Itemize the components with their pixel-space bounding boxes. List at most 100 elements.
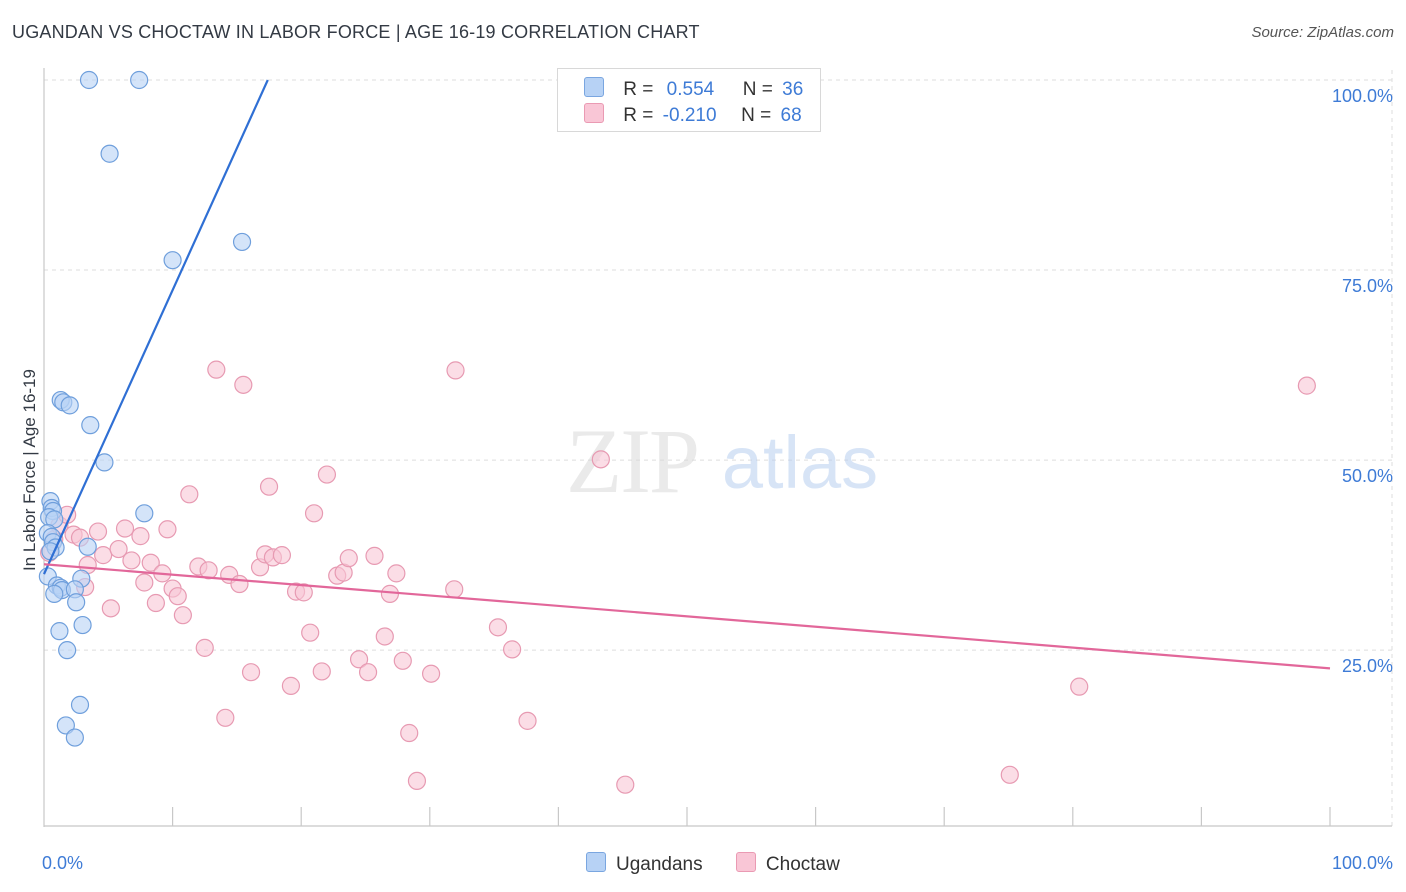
ugandans-point <box>58 641 77 660</box>
ugandans-point <box>100 144 119 163</box>
choctaw-point <box>1000 765 1019 784</box>
watermark-zip: ZIP <box>566 410 698 512</box>
choctaw-point <box>317 465 337 484</box>
choctaw-point <box>281 676 301 695</box>
choctaw-point <box>230 574 249 594</box>
choctaw-point <box>180 485 199 504</box>
legend-row-ugandans: R = 0.554 N = 36 <box>584 77 803 101</box>
watermark: ZIP atlas <box>566 410 878 512</box>
ugandans-points <box>38 70 252 747</box>
n-value: 36 <box>782 79 804 100</box>
n-label: N = <box>741 105 772 126</box>
trendlines <box>42 79 1331 670</box>
choctaw-point <box>234 375 253 394</box>
legend-label-choctaw: Choctaw <box>765 854 840 875</box>
choctaw-point <box>503 640 522 659</box>
choctaw-point <box>168 587 187 606</box>
choctaw-point <box>207 360 226 379</box>
x-tick-label: 0.0% <box>42 853 83 873</box>
choctaw-point <box>301 623 320 642</box>
series-legend: Ugandans Choctaw <box>586 852 868 876</box>
r-label: R = <box>623 105 654 126</box>
source-credit: Source: ZipAtlas.com <box>1251 24 1394 41</box>
ugandans-point <box>232 232 252 252</box>
axes <box>43 68 1392 827</box>
choctaw-points <box>40 360 1316 794</box>
choctaw-point <box>312 662 331 681</box>
correlation-legend: R = 0.554 N = 36 R = -0.210 N = 68 <box>557 68 821 132</box>
choctaw-point <box>115 519 135 538</box>
choctaw-point <box>135 573 154 592</box>
legend-row-choctaw: R = -0.210 N = 68 <box>584 103 802 127</box>
watermark-atlas: atlas <box>722 421 878 504</box>
ugandans-point <box>135 504 154 523</box>
r-value: -0.210 <box>662 105 717 126</box>
choctaw-point <box>339 549 358 568</box>
chart-title: UGANDAN VS CHOCTAW IN LABOR FORCE | AGE … <box>12 22 700 42</box>
choctaw-point <box>199 561 218 580</box>
choctaw-point <box>375 627 394 646</box>
blue-swatch-icon <box>586 852 606 872</box>
n-label: N = <box>742 79 773 100</box>
choctaw-point <box>272 546 292 565</box>
ugandans-point <box>78 537 97 556</box>
choctaw-point <box>349 650 369 669</box>
choctaw-point <box>158 520 177 539</box>
choctaw-point <box>1297 376 1316 395</box>
choctaw-point <box>365 546 384 565</box>
choctaw-point <box>294 583 313 602</box>
choctaw-point <box>259 477 279 496</box>
choctaw-point <box>393 651 412 670</box>
r-value: 0.554 <box>666 79 715 100</box>
choctaw-point <box>421 664 441 683</box>
pink-swatch-icon <box>735 852 756 872</box>
choctaw-point <box>446 361 465 380</box>
ugandans-point <box>81 416 100 435</box>
ugandans-point <box>79 70 99 90</box>
choctaw-point <box>141 553 160 572</box>
n-value: 68 <box>780 105 802 126</box>
choctaw-point <box>488 618 508 637</box>
ugandans-point <box>67 593 86 612</box>
choctaw-point <box>518 711 537 730</box>
choctaw-point <box>94 546 113 565</box>
choctaw-point <box>216 708 235 727</box>
ugandans-point <box>73 615 92 635</box>
ugandans-trendline <box>42 79 269 575</box>
tick-labels: 25.0% 50.0% 75.0% 100.0% 0.0% 100.0% <box>42 86 1393 873</box>
legend-item-choctaw[interactable]: Choctaw <box>735 852 840 876</box>
ugandans-point <box>70 695 90 714</box>
choctaw-point <box>195 638 214 657</box>
ugandans-point <box>65 728 84 747</box>
x-tick-label: 100.0% <box>1332 853 1393 873</box>
r-label: R = <box>623 79 654 100</box>
choctaw-point <box>387 564 406 583</box>
choctaw-point <box>241 663 261 682</box>
choctaw-point <box>173 606 192 625</box>
choctaw-point <box>407 771 427 791</box>
pink-swatch-icon <box>584 103 604 123</box>
choctaw-trendline <box>43 563 1331 670</box>
ugandans-point <box>163 251 182 270</box>
choctaw-point <box>380 584 400 603</box>
ugandans-point <box>95 453 114 472</box>
blue-swatch-icon <box>584 77 604 97</box>
legend-label-ugandans: Ugandans <box>616 854 703 875</box>
y-tick-label: 75.0% <box>1342 276 1393 296</box>
ugandans-point <box>45 584 64 603</box>
choctaw-point <box>400 723 419 743</box>
ugandans-point <box>56 716 75 735</box>
choctaw-point <box>445 580 464 599</box>
ugandans-point <box>130 70 149 90</box>
choctaw-point <box>131 527 150 546</box>
choctaw-point <box>616 775 635 794</box>
choctaw-point <box>109 539 128 559</box>
choctaw-point <box>358 663 378 682</box>
y-tick-label: 25.0% <box>1342 656 1393 676</box>
legend-item-ugandans[interactable]: Ugandans <box>586 852 703 876</box>
choctaw-point <box>101 599 120 618</box>
ugandans-point <box>50 622 69 641</box>
y-tick-label: 100.0% <box>1332 86 1393 106</box>
choctaw-point <box>146 593 165 613</box>
